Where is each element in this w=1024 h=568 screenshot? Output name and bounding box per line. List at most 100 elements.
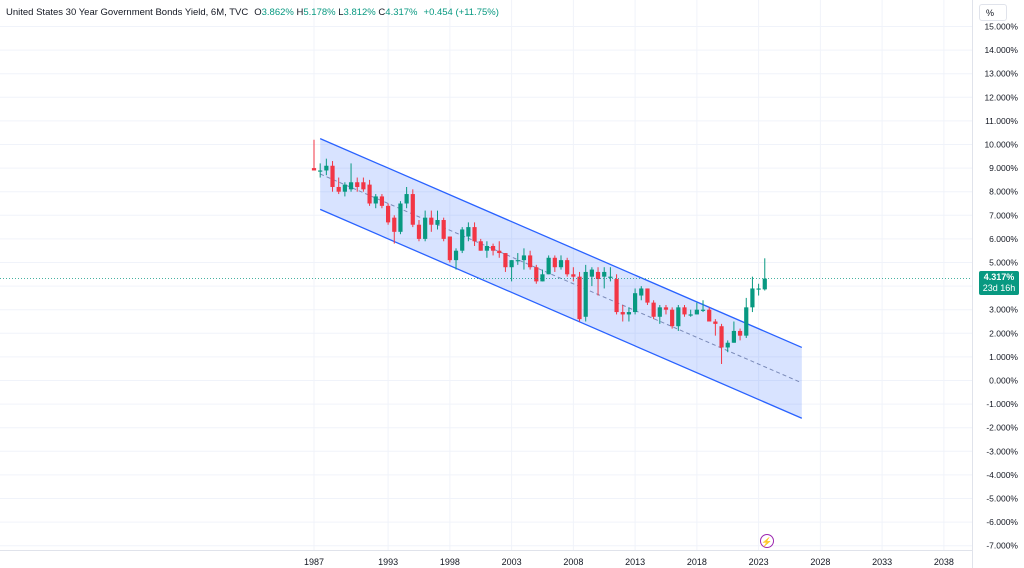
candle	[453, 248, 459, 270]
candle	[620, 304, 625, 322]
candle	[472, 222, 477, 246]
y-tick-label: 10.000%	[984, 140, 1018, 150]
candle-body	[528, 255, 533, 268]
x-tick-label: 2033	[872, 557, 892, 567]
candle	[515, 253, 520, 265]
candle-body	[311, 168, 317, 171]
candle	[435, 210, 440, 230]
candle	[379, 194, 385, 209]
candle	[639, 286, 644, 301]
y-tick-label: 14.000%	[984, 45, 1018, 55]
candle-body	[348, 182, 354, 190]
y-tick-label: 7.000%	[989, 210, 1018, 220]
candle-body	[478, 241, 483, 251]
candle-body	[552, 257, 557, 268]
candle	[478, 238, 483, 251]
scale-unit-button[interactable]: %	[979, 4, 1007, 21]
last-price-value: 4.317%	[983, 272, 1015, 282]
candle-body	[540, 274, 545, 282]
candle-body	[435, 220, 440, 225]
candle-body	[633, 293, 638, 313]
candle	[571, 267, 576, 282]
close-value: 4.317%	[385, 6, 418, 18]
close-label: C	[378, 6, 386, 18]
candle-body	[509, 260, 514, 268]
symbol-title: United States 30 Year Government Bonds Y…	[6, 6, 249, 18]
candle-body	[361, 182, 366, 190]
candle-body	[620, 312, 625, 315]
candle-body	[503, 253, 508, 268]
legend-header: United States 30 Year Government Bonds Y…	[6, 5, 499, 19]
candle	[577, 271, 582, 322]
candle	[324, 158, 329, 176]
x-tick-label: 1987	[304, 557, 324, 567]
candle-body	[521, 255, 527, 261]
change-value: +0.454 (+11.75%)	[423, 6, 499, 18]
candle	[676, 304, 681, 331]
lightning-icon[interactable]: ⚡	[760, 534, 774, 548]
candle	[386, 203, 391, 225]
candle-body	[416, 224, 422, 239]
candle	[614, 274, 619, 315]
candle	[737, 328, 743, 341]
candle-body	[565, 260, 570, 275]
candle-body	[676, 307, 681, 327]
candle	[633, 288, 638, 315]
candles	[311, 139, 767, 364]
candle-body	[410, 194, 415, 225]
candle	[367, 179, 372, 206]
candle-body	[700, 309, 706, 311]
candle-body	[694, 309, 699, 315]
high-label: H	[296, 6, 304, 18]
candle	[682, 304, 687, 317]
candle-body	[392, 217, 397, 232]
candle-body	[472, 227, 477, 242]
candle-body	[682, 307, 687, 315]
candle-body	[657, 307, 662, 317]
candle	[750, 276, 755, 313]
y-tick-label: 2.000%	[989, 328, 1018, 338]
candle	[688, 309, 693, 317]
candle	[707, 307, 712, 322]
high-value: 5.178%	[303, 6, 336, 18]
candle	[534, 264, 539, 284]
candle	[466, 222, 471, 242]
candle	[441, 217, 446, 242]
open-label: O	[254, 6, 262, 18]
candle-body	[515, 260, 520, 262]
candle-body	[466, 227, 471, 237]
candle	[540, 269, 545, 282]
candle-body	[756, 288, 761, 290]
candle	[694, 302, 699, 315]
candle-body	[429, 217, 434, 225]
low-label: L	[338, 6, 344, 18]
y-tick-label: -1.000%	[986, 399, 1018, 409]
last-price-tag: 4.317% 23d 16h	[979, 271, 1019, 295]
candle-body	[762, 278, 767, 290]
candle-body	[614, 279, 619, 313]
candle	[663, 304, 669, 315]
candle-body	[719, 326, 724, 348]
y-tick-label: -6.000%	[986, 517, 1018, 527]
candle	[342, 182, 347, 197]
candle	[429, 210, 434, 232]
candle	[552, 255, 557, 272]
candle-body	[608, 276, 613, 278]
candle	[558, 255, 564, 270]
y-tick-label: 12.000%	[984, 92, 1018, 102]
y-tick-label: 8.000%	[989, 187, 1018, 197]
candle	[583, 264, 588, 322]
candle	[361, 177, 366, 192]
candle	[497, 241, 502, 258]
candle-body	[750, 288, 755, 308]
candle	[490, 243, 496, 256]
candle-body	[651, 302, 656, 317]
candle	[719, 323, 724, 364]
candle	[528, 250, 533, 270]
candle	[416, 220, 422, 242]
candle	[348, 163, 354, 192]
candle	[423, 210, 428, 242]
